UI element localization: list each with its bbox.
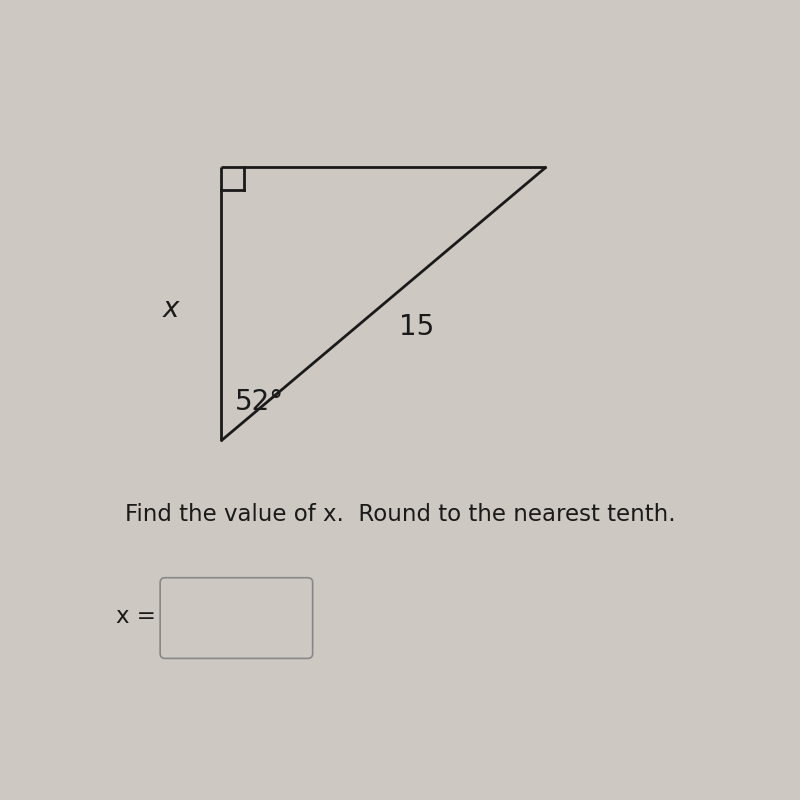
Text: x =: x = <box>115 605 155 628</box>
FancyBboxPatch shape <box>160 578 313 658</box>
Text: x: x <box>163 294 179 322</box>
Text: 52°: 52° <box>235 388 284 416</box>
Text: 15: 15 <box>398 313 434 341</box>
Text: Find the value of x.  Round to the nearest tenth.: Find the value of x. Round to the neares… <box>125 503 675 526</box>
